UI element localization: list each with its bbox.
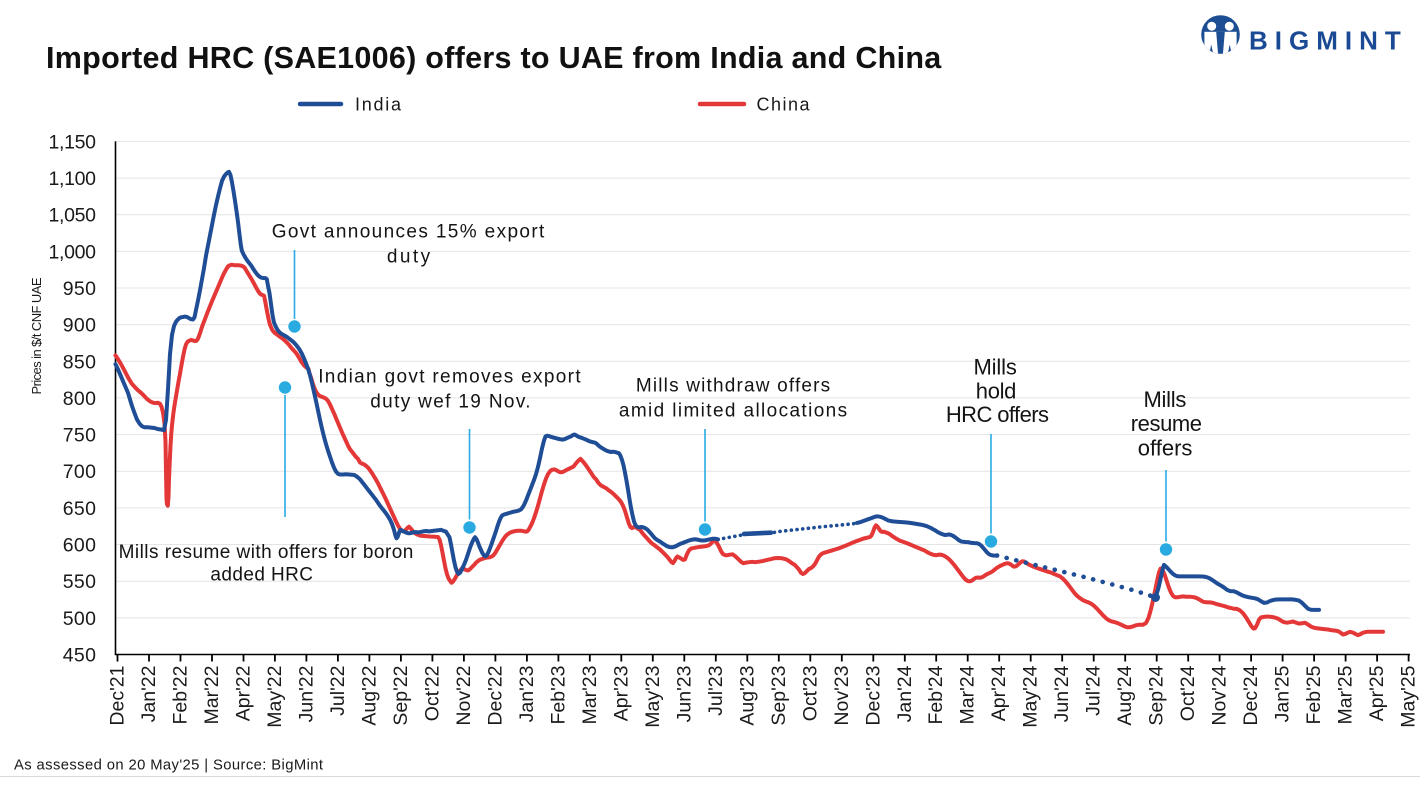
svg-text:Feb'24: Feb'24 [925, 665, 947, 724]
svg-text:1,000: 1,000 [49, 241, 97, 263]
svg-text:Imported HRC (SAE1006) offers: Imported HRC (SAE1006) offers to UAE fro… [46, 41, 942, 75]
svg-text:hold: hold [976, 378, 1017, 403]
svg-text:Mills: Mills [1143, 387, 1186, 412]
svg-text:550: 550 [63, 571, 96, 593]
svg-text:Jan'24: Jan'24 [894, 665, 916, 722]
svg-text:500: 500 [63, 608, 96, 630]
svg-text:Nov'23: Nov'23 [831, 666, 853, 726]
svg-text:Indian govt removes export: Indian govt removes export [318, 367, 581, 388]
svg-text:Aug'22: Aug'22 [358, 666, 380, 726]
svg-text:May'25: May'25 [1398, 665, 1420, 727]
svg-text:Jul'24: Jul'24 [1083, 665, 1105, 715]
svg-text:Apr'22: Apr'22 [233, 666, 255, 722]
svg-text:Dec'24: Dec'24 [1240, 665, 1262, 725]
svg-text:duty: duty [387, 247, 431, 268]
svg-text:Aug'24: Aug'24 [1114, 665, 1136, 725]
svg-text:Oct'23: Oct'23 [799, 666, 821, 722]
svg-text:Jan'25: Jan'25 [1272, 665, 1294, 722]
svg-text:1,050: 1,050 [49, 205, 97, 227]
svg-text:Jul'22: Jul'22 [327, 666, 349, 716]
svg-text:Mills resume with offers for b: Mills resume with offers for boron [119, 542, 414, 563]
svg-text:Govt announces 15% export: Govt announces 15% export [272, 222, 545, 243]
svg-text:Mills: Mills [974, 355, 1017, 380]
svg-text:650: 650 [63, 498, 96, 520]
svg-text:resume: resume [1131, 411, 1202, 436]
svg-text:Dec'21: Dec'21 [107, 666, 129, 726]
svg-text:added HRC: added HRC [210, 565, 313, 586]
svg-text:amid limited allocations: amid limited allocations [619, 400, 847, 421]
svg-text:Sep'22: Sep'22 [390, 666, 412, 726]
svg-text:Dec'23: Dec'23 [862, 666, 884, 726]
svg-text:offers: offers [1138, 435, 1193, 460]
svg-text:750: 750 [63, 425, 96, 447]
svg-text:Feb'25: Feb'25 [1303, 665, 1325, 724]
svg-text:Aug'23: Aug'23 [736, 666, 758, 726]
svg-text:Mar'23: Mar'23 [579, 666, 601, 725]
svg-text:As assessed on 20 May'25 | Sou: As assessed on 20 May'25 | Source: BigMi… [14, 758, 323, 774]
svg-text:Feb'22: Feb'22 [170, 666, 192, 725]
svg-text:Mills withdraw offers: Mills withdraw offers [636, 375, 830, 396]
svg-text:Oct'24: Oct'24 [1177, 665, 1199, 721]
svg-text:BIGMINT: BIGMINT [1249, 26, 1408, 56]
svg-text:Mar'24: Mar'24 [957, 665, 979, 724]
svg-text:Sep'23: Sep'23 [768, 666, 790, 726]
svg-text:Sep'24: Sep'24 [1146, 665, 1168, 725]
svg-text:Nov'22: Nov'22 [453, 666, 475, 726]
svg-text:Dec'22: Dec'22 [484, 666, 506, 726]
svg-text:Apr'23: Apr'23 [610, 666, 632, 722]
svg-text:Prices in $/t CNF UAE: Prices in $/t CNF UAE [29, 277, 44, 394]
svg-text:Jan'23: Jan'23 [516, 666, 538, 723]
svg-text:600: 600 [63, 535, 96, 557]
svg-text:Mar'22: Mar'22 [201, 666, 223, 725]
svg-text:950: 950 [63, 278, 96, 300]
svg-text:700: 700 [63, 461, 96, 483]
svg-text:India: India [355, 95, 402, 115]
svg-text:May'24: May'24 [1020, 665, 1042, 727]
svg-text:850: 850 [63, 351, 96, 373]
svg-text:1,100: 1,100 [49, 168, 97, 190]
svg-text:450: 450 [63, 645, 96, 667]
svg-text:May'23: May'23 [642, 666, 664, 728]
svg-text:Jun'22: Jun'22 [295, 666, 317, 723]
svg-text:Jul'23: Jul'23 [705, 666, 727, 716]
svg-text:Nov'24: Nov'24 [1209, 665, 1231, 725]
svg-text:Mar'25: Mar'25 [1335, 665, 1357, 724]
svg-text:1,150: 1,150 [49, 131, 97, 153]
svg-text:HRC offers: HRC offers [946, 402, 1049, 427]
svg-text:May'22: May'22 [264, 666, 286, 728]
svg-text:Feb'23: Feb'23 [547, 666, 569, 725]
svg-text:Jun'24: Jun'24 [1051, 665, 1073, 722]
svg-text:duty wef 19 Nov.: duty wef 19 Nov. [370, 392, 530, 413]
svg-text:Jan'22: Jan'22 [138, 666, 160, 723]
svg-text:900: 900 [63, 315, 96, 337]
svg-text:Oct'22: Oct'22 [421, 666, 443, 722]
svg-text:800: 800 [63, 388, 96, 410]
svg-text:Jun'23: Jun'23 [673, 666, 695, 723]
svg-text:Apr'25: Apr'25 [1366, 665, 1388, 721]
svg-text:Apr'24: Apr'24 [988, 665, 1010, 721]
svg-text:China: China [757, 95, 811, 115]
